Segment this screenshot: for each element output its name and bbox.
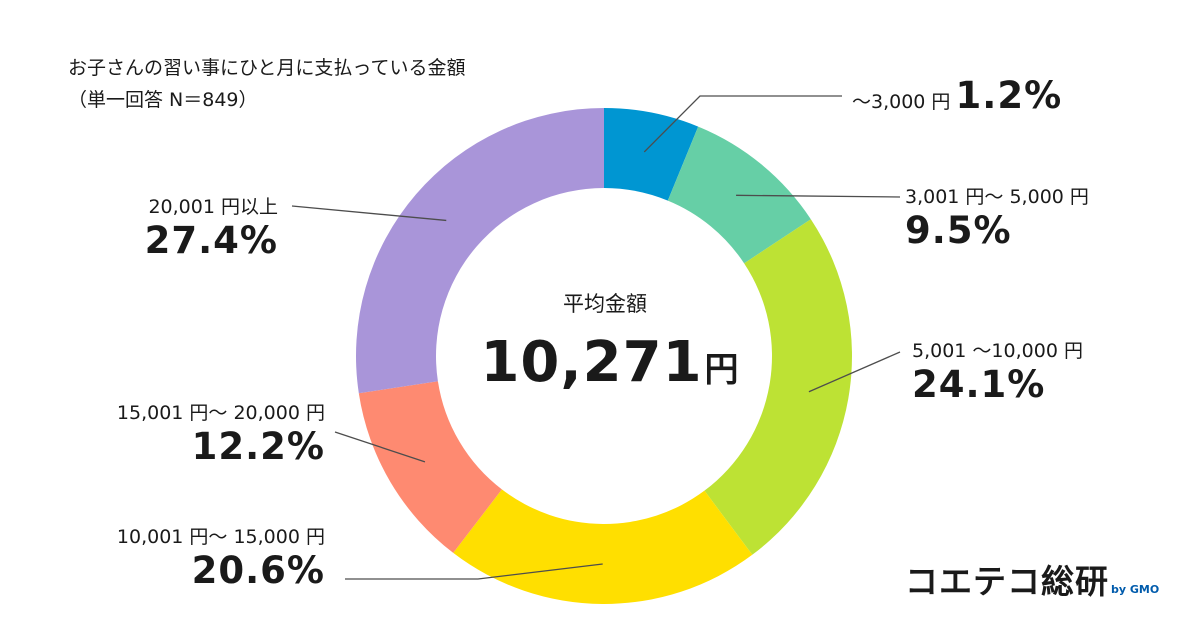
donut-slice-0 — [604, 108, 699, 201]
range-label-2: 5,001 〜10,000 円 — [912, 340, 1083, 362]
pct-label-1: 9.5% — [905, 209, 1012, 252]
chart-title-line1: お子さんの習い事にひと月に支払っている金額 — [68, 57, 466, 79]
average-number: 10,271 — [480, 330, 703, 395]
pct-label-0: 1.2% — [955, 74, 1063, 117]
leader-line-0 — [643, 95, 842, 153]
range-label-1: 3,001 円〜 5,000 円 — [905, 186, 1089, 208]
donut-slice-5 — [356, 108, 604, 394]
brand-logo: コエテコ総研 by GMO — [905, 555, 1159, 603]
range-label-4: 15,001 円〜 20,000 円 — [116, 402, 325, 424]
label-seg-5: 20,001 円以上 27.4% — [145, 192, 278, 262]
label-seg-2: 5,001 〜10,000 円 24.1% — [912, 336, 1083, 406]
donut-slice-2 — [704, 219, 852, 555]
label-seg-4: 15,001 円〜 20,000 円 12.2% — [117, 398, 325, 468]
average-label: 平均金額 — [563, 292, 647, 316]
brand-name: コエテコ総研 — [905, 562, 1109, 601]
leader-line-2 — [808, 351, 901, 393]
label-seg-1: 3,001 円〜 5,000 円 9.5% — [905, 182, 1089, 252]
label-seg-0: 〜3,000 円 1.2% — [852, 74, 1062, 117]
donut-slice-4 — [358, 381, 502, 553]
range-label-0: 〜3,000 円 — [852, 91, 951, 113]
leader-line-5 — [291, 205, 447, 222]
range-label-3: 10,001 円〜 15,000 円 — [116, 526, 325, 548]
chart-title: お子さんの習い事にひと月に支払っている金額 （単一回答 N＝849） — [68, 52, 465, 116]
leader-line-3 — [345, 563, 603, 580]
brand-by: by GMO — [1111, 583, 1160, 596]
pct-label-2: 24.1% — [912, 363, 1046, 406]
donut-slice-3 — [453, 489, 753, 604]
pct-label-4: 12.2% — [191, 425, 325, 468]
range-label-5: 20,001 円以上 — [148, 196, 278, 218]
pct-label-3: 20.6% — [191, 549, 325, 592]
label-seg-3: 10,001 円〜 15,000 円 20.6% — [117, 522, 325, 592]
leader-line-4 — [334, 431, 426, 463]
pct-label-5: 27.4% — [144, 219, 278, 262]
average-value: 10,271円 — [470, 330, 750, 395]
leader-line-1 — [736, 194, 901, 198]
chart-title-line2: （単一回答 N＝849） — [68, 89, 258, 111]
average-unit: 円 — [704, 350, 740, 390]
